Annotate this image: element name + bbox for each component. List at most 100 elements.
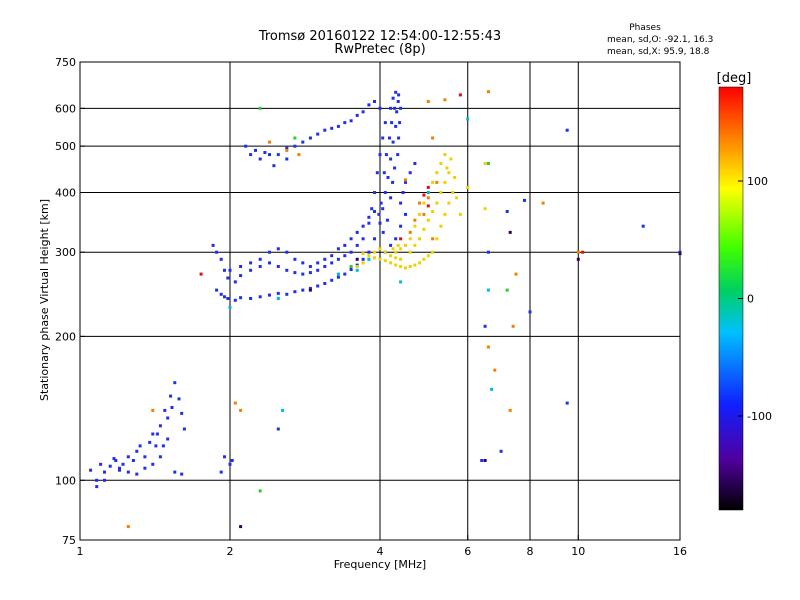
data-point (148, 440, 152, 444)
data-point (151, 432, 155, 436)
data-point (323, 257, 327, 261)
data-point (499, 449, 503, 453)
data-point (323, 265, 327, 268)
data-point (154, 444, 158, 448)
data-point (285, 148, 289, 152)
data-point (258, 106, 262, 110)
data-point (483, 324, 487, 328)
data-point (112, 457, 116, 461)
data-point (431, 250, 435, 254)
data-point (349, 250, 353, 254)
data-point (219, 257, 223, 261)
data-point (258, 265, 262, 268)
points (89, 90, 682, 529)
data-point (223, 295, 226, 299)
data-point (458, 93, 462, 97)
series-O-green (258, 106, 509, 493)
series-O-dark (239, 230, 682, 529)
data-point (413, 243, 417, 247)
y-tick-label: 500 (55, 140, 76, 153)
data-point (483, 162, 487, 165)
data-point (118, 468, 121, 472)
data-point (249, 153, 253, 157)
data-point (418, 201, 421, 205)
data-point (239, 408, 243, 412)
data-point (373, 100, 376, 103)
data-point (293, 290, 297, 294)
data-point (431, 180, 435, 184)
data-point (408, 230, 412, 234)
data-point (396, 100, 400, 103)
data-point (408, 171, 412, 175)
data-point (323, 128, 327, 132)
data-point (285, 268, 289, 272)
data-point (138, 444, 142, 448)
data-point (431, 210, 435, 213)
data-point (361, 261, 365, 265)
data-point (426, 100, 430, 103)
data-point (349, 265, 353, 268)
data-point (399, 280, 403, 284)
data-point (381, 230, 385, 234)
data-point (263, 151, 267, 154)
colorbar-ticks: -100 0 100 (738, 175, 772, 423)
data-point (103, 478, 106, 482)
data-point (249, 261, 253, 265)
data-point (447, 171, 451, 175)
data-point (528, 310, 532, 314)
data-point (233, 401, 237, 405)
data-point (426, 196, 430, 200)
data-point (439, 191, 443, 194)
data-point (285, 292, 289, 296)
y-tick-label: 400 (55, 186, 76, 199)
data-point (355, 243, 359, 247)
data-point (398, 121, 402, 125)
data-point (422, 212, 426, 216)
data-point (301, 288, 305, 292)
data-point (349, 119, 353, 123)
data-point (393, 166, 397, 170)
data-point (422, 227, 426, 231)
data-point (336, 124, 340, 128)
data-point (389, 106, 393, 110)
colorbar-tick-label: 100 (747, 175, 768, 188)
data-point (435, 201, 439, 205)
data-point (397, 136, 401, 140)
data-point (330, 261, 334, 265)
data-point (182, 427, 186, 431)
data-point (89, 468, 93, 472)
data-point (377, 212, 381, 216)
data-point (249, 268, 253, 272)
data-point (435, 237, 439, 241)
data-point (151, 408, 155, 412)
data-point (301, 261, 305, 265)
data-point (422, 201, 426, 205)
data-point (173, 470, 177, 474)
data-point (268, 153, 271, 157)
data-point (389, 254, 393, 258)
data-point (449, 157, 453, 161)
data-point (285, 146, 289, 150)
x-ticks: 1 2 4 6 8 10 16 (77, 535, 687, 558)
data-point (391, 140, 395, 144)
data-point (308, 286, 312, 290)
data-point (276, 247, 280, 251)
data-point (293, 271, 297, 275)
data-point (103, 470, 106, 474)
data-point (173, 381, 177, 385)
data-point (418, 261, 421, 265)
data-point (126, 525, 130, 529)
data-point (268, 293, 271, 297)
data-point (293, 144, 297, 148)
data-point (422, 193, 426, 197)
y-tick-label: 300 (55, 246, 76, 259)
data-point (394, 256, 398, 260)
data-point (381, 207, 385, 211)
data-point (399, 257, 403, 261)
data-point (508, 408, 512, 412)
data-point (268, 250, 271, 254)
data-point (466, 117, 470, 121)
data-point (95, 485, 99, 489)
y-tick-label: 75 (62, 534, 76, 547)
data-point (355, 268, 359, 272)
